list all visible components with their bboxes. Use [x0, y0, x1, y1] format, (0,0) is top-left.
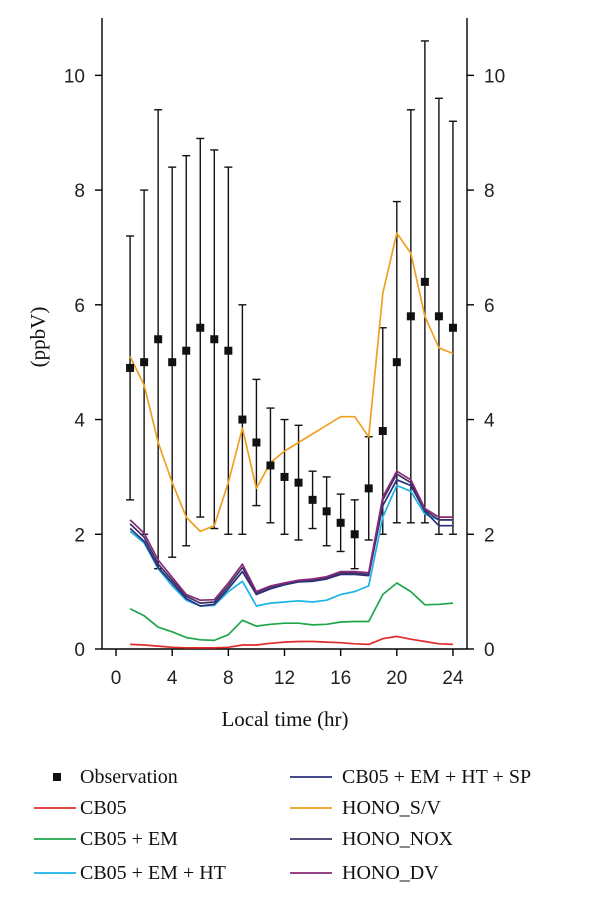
observation-point — [252, 438, 261, 447]
y-tick-label-left: 2 — [74, 525, 85, 546]
legend-label: CB05 + EM + HT + SP — [342, 766, 531, 788]
y-tick-label-left: 4 — [74, 411, 85, 432]
line-cb05 — [130, 635, 454, 649]
y-tick-label-right: 6 — [484, 296, 495, 317]
observation-point — [448, 323, 457, 332]
observation-point — [308, 495, 317, 504]
observation-point — [378, 427, 387, 436]
observation-point — [350, 530, 359, 539]
legend-label: CB05 — [80, 797, 127, 819]
observation-point — [238, 415, 247, 424]
legend-marker-observation — [53, 773, 61, 781]
x-tick-label: 4 — [167, 668, 178, 689]
observation-point — [182, 346, 191, 355]
observation-point — [336, 518, 345, 527]
y-tick-label-right: 4 — [484, 411, 495, 432]
line-cb05-em-ht — [129, 484, 453, 607]
legend-label: CB05 + EM — [80, 828, 178, 850]
y-tick-label-left: 10 — [64, 66, 85, 87]
legend-label: CB05 + EM + HT — [80, 862, 226, 884]
x-tick-label: 16 — [330, 668, 351, 689]
observation-point — [140, 358, 149, 367]
observation-point — [168, 358, 177, 367]
line-cb05-em-ht-sp — [129, 478, 453, 607]
observation-point — [224, 346, 233, 355]
observation-point — [154, 335, 163, 344]
observation-point — [434, 312, 443, 321]
x-tick-label: 24 — [442, 668, 464, 689]
y-tick-label-left: 0 — [74, 640, 85, 661]
observation-point — [322, 507, 331, 516]
legend-label: HONO_NOX — [342, 828, 454, 850]
y-tick-label-left: 6 — [74, 296, 85, 317]
legend-label: HONO_S/V — [342, 797, 441, 819]
axes: 0 02 24 46 68 810 100 4 8 12 16 20 24 — [64, 18, 505, 689]
y-tick-label-left: 8 — [74, 181, 85, 202]
observation-point — [294, 478, 303, 487]
observation-points — [126, 277, 457, 539]
observation-point — [126, 363, 135, 372]
observation-point — [420, 277, 429, 286]
y-tick-label-right: 8 — [484, 181, 495, 202]
legend-label: Observation — [80, 766, 178, 788]
x-tick-label: 12 — [274, 668, 295, 689]
line-hono-dv — [129, 470, 453, 602]
model-lines — [129, 232, 454, 649]
x-tick-label: 8 — [223, 668, 234, 689]
x-tick-label: 20 — [386, 668, 407, 689]
y-tick-label-right: 0 — [484, 640, 495, 661]
observation-point — [280, 472, 289, 481]
observation-point — [406, 312, 415, 321]
legend: Observation CB05 CB05 + EM CB05 + EM + HT CB… — [34, 766, 531, 884]
observation-point — [196, 323, 205, 332]
x-axis-title: Local time (hr) — [221, 707, 348, 731]
observation-point — [266, 461, 275, 470]
observation-point — [364, 484, 373, 493]
y-tick-label-right: 2 — [484, 525, 495, 546]
y-tick-label-right: 10 — [484, 66, 505, 87]
line-cb05-em — [129, 582, 454, 642]
line-hono-s-v — [129, 232, 454, 533]
observation-point — [392, 358, 401, 367]
legend-label: HONO_DV — [342, 862, 439, 884]
observation-point — [210, 335, 219, 344]
y-axis-title: (ppbV) — [26, 307, 50, 368]
x-tick-label: 0 — [111, 668, 122, 689]
